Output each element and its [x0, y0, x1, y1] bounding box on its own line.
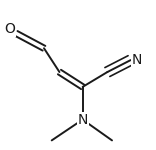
Text: N: N — [132, 53, 142, 67]
Text: N: N — [77, 113, 88, 127]
Text: O: O — [5, 22, 15, 36]
